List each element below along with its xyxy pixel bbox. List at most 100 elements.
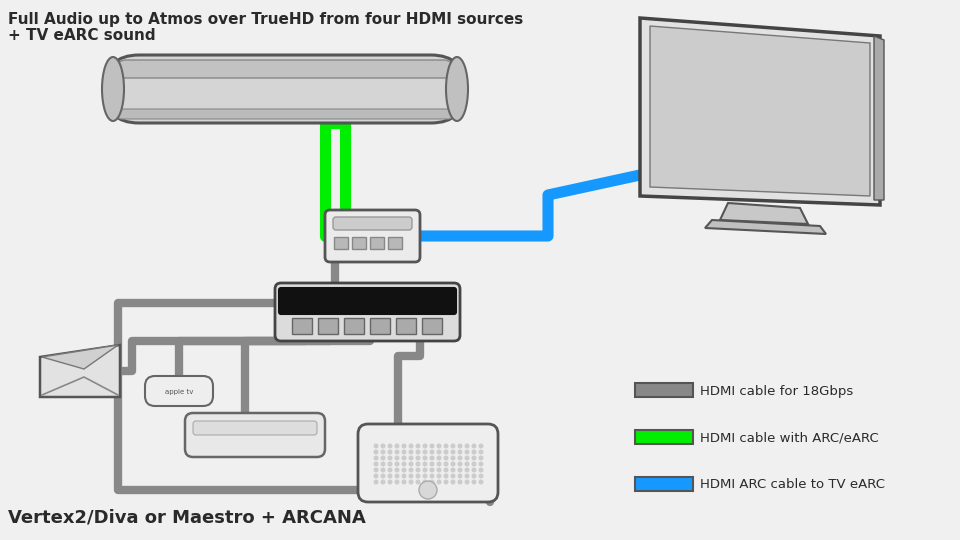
- Circle shape: [417, 480, 420, 484]
- Circle shape: [388, 468, 392, 472]
- Circle shape: [472, 444, 476, 448]
- Text: + TV eARC sound: + TV eARC sound: [8, 28, 156, 43]
- FancyBboxPatch shape: [275, 283, 460, 341]
- Circle shape: [388, 474, 392, 478]
- FancyBboxPatch shape: [344, 318, 364, 334]
- Circle shape: [381, 474, 385, 478]
- FancyBboxPatch shape: [370, 318, 390, 334]
- Circle shape: [417, 456, 420, 460]
- Circle shape: [423, 474, 427, 478]
- Circle shape: [472, 462, 476, 466]
- Circle shape: [374, 480, 378, 484]
- Circle shape: [479, 450, 483, 454]
- Circle shape: [423, 480, 427, 484]
- Text: Full Audio up to Atmos over TrueHD from four HDMI sources: Full Audio up to Atmos over TrueHD from …: [8, 12, 523, 27]
- Polygon shape: [640, 18, 880, 205]
- FancyBboxPatch shape: [333, 217, 412, 230]
- Circle shape: [458, 480, 462, 484]
- Circle shape: [458, 450, 462, 454]
- Circle shape: [423, 444, 427, 448]
- Circle shape: [374, 444, 378, 448]
- Circle shape: [417, 474, 420, 478]
- Circle shape: [409, 480, 413, 484]
- Circle shape: [430, 462, 434, 466]
- FancyBboxPatch shape: [352, 237, 366, 249]
- Circle shape: [402, 474, 406, 478]
- Circle shape: [444, 456, 447, 460]
- Circle shape: [466, 444, 468, 448]
- Circle shape: [402, 462, 406, 466]
- Circle shape: [430, 480, 434, 484]
- Circle shape: [458, 474, 462, 478]
- Circle shape: [437, 468, 441, 472]
- Circle shape: [417, 450, 420, 454]
- Circle shape: [381, 480, 385, 484]
- Circle shape: [423, 450, 427, 454]
- Circle shape: [374, 462, 378, 466]
- Circle shape: [417, 444, 420, 448]
- Circle shape: [374, 450, 378, 454]
- Circle shape: [417, 462, 420, 466]
- FancyBboxPatch shape: [193, 421, 317, 435]
- Circle shape: [388, 480, 392, 484]
- Circle shape: [409, 444, 413, 448]
- Circle shape: [388, 450, 392, 454]
- FancyBboxPatch shape: [388, 237, 402, 249]
- Circle shape: [402, 444, 406, 448]
- FancyBboxPatch shape: [145, 376, 213, 406]
- FancyBboxPatch shape: [635, 477, 693, 491]
- Circle shape: [409, 456, 413, 460]
- Circle shape: [437, 450, 441, 454]
- Circle shape: [423, 456, 427, 460]
- Circle shape: [437, 480, 441, 484]
- Circle shape: [479, 474, 483, 478]
- Circle shape: [402, 450, 406, 454]
- Circle shape: [479, 480, 483, 484]
- Circle shape: [444, 474, 447, 478]
- Circle shape: [409, 468, 413, 472]
- Circle shape: [381, 456, 385, 460]
- Circle shape: [444, 444, 447, 448]
- Circle shape: [437, 456, 441, 460]
- FancyBboxPatch shape: [358, 424, 498, 502]
- FancyBboxPatch shape: [635, 430, 693, 444]
- Circle shape: [381, 468, 385, 472]
- Circle shape: [430, 468, 434, 472]
- Circle shape: [466, 450, 468, 454]
- Circle shape: [466, 480, 468, 484]
- Polygon shape: [705, 220, 826, 234]
- Circle shape: [472, 480, 476, 484]
- Circle shape: [479, 468, 483, 472]
- Circle shape: [396, 462, 398, 466]
- FancyBboxPatch shape: [422, 318, 442, 334]
- Circle shape: [451, 450, 455, 454]
- Circle shape: [388, 456, 392, 460]
- FancyBboxPatch shape: [635, 383, 693, 397]
- FancyBboxPatch shape: [185, 413, 325, 457]
- Circle shape: [381, 444, 385, 448]
- Circle shape: [430, 474, 434, 478]
- Circle shape: [430, 456, 434, 460]
- Circle shape: [409, 474, 413, 478]
- Circle shape: [466, 474, 468, 478]
- Circle shape: [381, 450, 385, 454]
- Circle shape: [396, 450, 398, 454]
- Circle shape: [466, 456, 468, 460]
- Circle shape: [451, 468, 455, 472]
- Circle shape: [472, 474, 476, 478]
- FancyBboxPatch shape: [318, 318, 338, 334]
- Circle shape: [388, 444, 392, 448]
- FancyBboxPatch shape: [370, 237, 384, 249]
- Circle shape: [437, 462, 441, 466]
- Circle shape: [451, 480, 455, 484]
- FancyBboxPatch shape: [396, 318, 416, 334]
- Text: HDMI cable with ARC/eARC: HDMI cable with ARC/eARC: [700, 431, 878, 444]
- Text: Vertex2/Diva or Maestro + ARCANA: Vertex2/Diva or Maestro + ARCANA: [8, 509, 366, 527]
- Circle shape: [374, 456, 378, 460]
- Circle shape: [396, 480, 398, 484]
- Circle shape: [430, 450, 434, 454]
- FancyBboxPatch shape: [325, 210, 420, 262]
- Text: HDMI ARC cable to TV eARC: HDMI ARC cable to TV eARC: [700, 478, 885, 491]
- Circle shape: [409, 450, 413, 454]
- Circle shape: [479, 456, 483, 460]
